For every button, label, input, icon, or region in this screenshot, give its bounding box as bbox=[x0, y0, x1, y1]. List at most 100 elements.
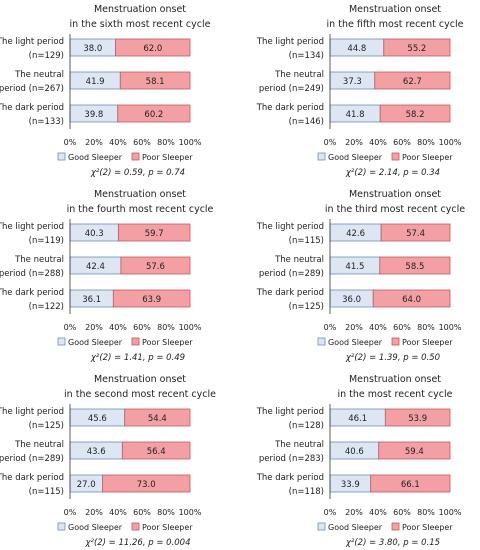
x-tick-label: 80% bbox=[157, 138, 175, 147]
category-label-n: period (n=249) bbox=[259, 84, 324, 94]
bar-poor-sleeper bbox=[374, 71, 451, 90]
x-tick-label: 80% bbox=[157, 323, 175, 332]
data-label-poor: 54.4 bbox=[148, 414, 167, 424]
legend-label-poor: Poor Sleeper bbox=[402, 153, 453, 162]
category-label: The dark period bbox=[256, 473, 324, 483]
chart-panel-5: Menstruation onset in the second most rec… bbox=[0, 374, 216, 548]
legend-swatch-poor bbox=[131, 152, 140, 161]
x-tick-label: 100% bbox=[439, 323, 462, 332]
legend-label-good: Good Sleeper bbox=[68, 153, 123, 162]
legend-swatch-good bbox=[57, 337, 66, 346]
bar-poor-sleeper bbox=[115, 38, 191, 57]
chart-subtitle: in the second most recent cycle bbox=[64, 389, 216, 400]
category-label-n: (n=125) bbox=[289, 302, 324, 312]
x-tick-label: 100% bbox=[439, 138, 462, 147]
category-label-n: (n=125) bbox=[29, 421, 64, 431]
chart-title: Menstruation onset bbox=[94, 189, 186, 200]
x-tick-label: 0% bbox=[64, 508, 77, 517]
x-tick-label: 60% bbox=[133, 138, 151, 147]
data-label-good: 36.1 bbox=[82, 295, 101, 305]
data-label-poor: 58.5 bbox=[405, 262, 424, 272]
category-label: The dark period bbox=[0, 288, 64, 298]
category-label: The dark period bbox=[0, 103, 64, 113]
x-tick-label: 40% bbox=[109, 323, 127, 332]
legend-label-poor: Poor Sleeper bbox=[142, 338, 193, 347]
legend-label-poor: Poor Sleeper bbox=[402, 523, 453, 532]
category-label-n: period (n=289) bbox=[0, 454, 64, 464]
category-label-n: (n=134) bbox=[289, 51, 324, 61]
category-label-n: (n=129) bbox=[29, 51, 64, 61]
x-tick-label: 0% bbox=[324, 138, 337, 147]
data-label-poor: 66.1 bbox=[401, 480, 420, 490]
bar-poor-sleeper bbox=[119, 71, 191, 90]
x-tick-label: 40% bbox=[369, 508, 387, 517]
category-label: The light period bbox=[256, 407, 324, 417]
legend-label-good: Good Sleeper bbox=[68, 338, 123, 347]
legend-swatch-good bbox=[317, 152, 326, 161]
data-label-poor: 56.4 bbox=[147, 447, 166, 457]
legend-swatch-poor bbox=[131, 337, 140, 346]
x-tick-label: 0% bbox=[324, 508, 337, 517]
bar-poor-sleeper bbox=[124, 408, 191, 427]
chi-square-stat: χ²(2) = 1.41, p = 0.49 bbox=[90, 353, 185, 363]
chart-panel-6: Menstruation onset in the most recent cyc… bbox=[256, 374, 462, 548]
x-tick-label: 0% bbox=[324, 323, 337, 332]
data-label-good: 40.3 bbox=[85, 229, 104, 239]
chi-square-stat: χ²(2) = 0.59, p = 0.74 bbox=[90, 168, 185, 178]
category-label: The neutral bbox=[274, 440, 324, 450]
data-label-good: 41.8 bbox=[346, 110, 365, 120]
bar-poor-sleeper bbox=[112, 289, 191, 308]
data-label-good: 36.0 bbox=[342, 295, 361, 305]
data-label-good: 41.9 bbox=[86, 77, 105, 87]
chart-panel-4: Menstruation onset in the third most rece… bbox=[256, 189, 466, 363]
legend-label-good: Good Sleeper bbox=[328, 338, 383, 347]
data-label-good: 37.3 bbox=[343, 77, 362, 87]
chart-title: Menstruation onset bbox=[349, 4, 441, 15]
legend-swatch-poor bbox=[391, 152, 400, 161]
category-label: The light period bbox=[256, 37, 324, 47]
chart-panel-3: Menstruation onset in the fourth most rec… bbox=[0, 189, 214, 363]
chi-square-stat: χ²(2) = 3.80, p = 0.15 bbox=[345, 538, 440, 548]
data-label-good: 43.6 bbox=[87, 447, 106, 457]
category-label: The light period bbox=[256, 222, 324, 232]
x-tick-label: 20% bbox=[345, 138, 363, 147]
category-label-n: period (n=289) bbox=[259, 269, 324, 279]
category-label-n: (n=119) bbox=[29, 236, 64, 246]
data-label-poor: 64.0 bbox=[402, 295, 421, 305]
x-tick-label: 100% bbox=[179, 508, 202, 517]
chart-panel-1: Menstruation onset in the sixth most rece… bbox=[0, 4, 211, 178]
category-label-n: (n=122) bbox=[29, 302, 64, 312]
legend-swatch-good bbox=[317, 522, 326, 531]
chi-square-stat: χ²(2) = 11.26, p = 0.004 bbox=[85, 538, 191, 548]
data-label-poor: 62.0 bbox=[143, 44, 162, 54]
x-tick-label: 80% bbox=[417, 323, 435, 332]
chart-subtitle: in the fifth most recent cycle bbox=[327, 19, 464, 30]
category-label-n: (n=133) bbox=[29, 117, 64, 127]
data-label-good: 33.9 bbox=[341, 480, 360, 490]
legend-label-poor: Poor Sleeper bbox=[142, 153, 193, 162]
legend-label-good: Good Sleeper bbox=[328, 153, 383, 162]
bar-poor-sleeper bbox=[102, 474, 191, 493]
data-label-good: 38.0 bbox=[83, 44, 102, 54]
data-label-poor: 57.6 bbox=[146, 262, 165, 272]
data-label-poor: 58.1 bbox=[146, 77, 165, 87]
data-label-good: 42.4 bbox=[86, 262, 105, 272]
bar-poor-sleeper bbox=[380, 223, 451, 242]
x-tick-label: 60% bbox=[393, 138, 411, 147]
data-label-poor: 73.0 bbox=[137, 480, 156, 490]
category-label-n: period (n=283) bbox=[259, 454, 324, 464]
x-tick-label: 20% bbox=[85, 138, 103, 147]
data-label-poor: 60.2 bbox=[144, 110, 163, 120]
data-label-poor: 53.9 bbox=[408, 414, 427, 424]
data-label-good: 41.5 bbox=[345, 262, 364, 272]
x-tick-label: 0% bbox=[64, 323, 77, 332]
legend-swatch-good bbox=[57, 522, 66, 531]
bar-poor-sleeper bbox=[378, 441, 451, 460]
chart-subtitle: in the fourth most recent cycle bbox=[67, 204, 214, 215]
x-tick-label: 60% bbox=[133, 508, 151, 517]
data-label-good: 45.6 bbox=[88, 414, 107, 424]
category-label-n: (n=128) bbox=[289, 421, 324, 431]
legend-label-good: Good Sleeper bbox=[68, 523, 123, 532]
data-label-poor: 58.2 bbox=[406, 110, 425, 120]
